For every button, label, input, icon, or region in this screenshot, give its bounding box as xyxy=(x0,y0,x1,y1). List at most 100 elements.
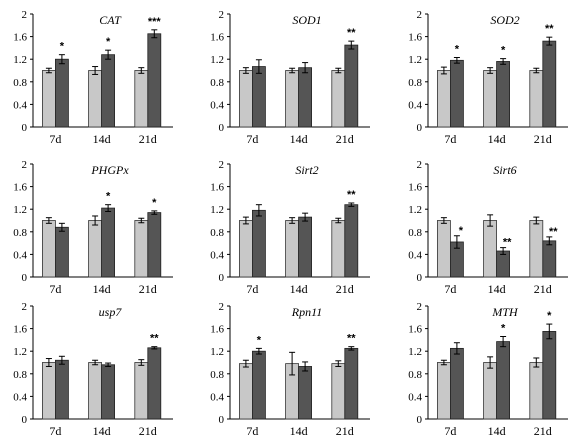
panel-mth-significance-14d: * xyxy=(501,323,506,335)
panel-sirt6-bar-treated-21d xyxy=(542,240,557,278)
panel-sirt2-bar-control-14d xyxy=(285,220,300,278)
panel-sirt2-y-tick-label: 0.8 xyxy=(210,227,224,239)
panel-cat-y-tick-label: 1.6 xyxy=(13,32,27,44)
panel-sod2-y-tick-label: 1.6 xyxy=(408,32,422,44)
panel-sod1-y-tick-label: 0.4 xyxy=(210,99,224,111)
panel-sod1-bar-treated-7d xyxy=(251,66,266,128)
panel-sod2-significance-21d: ** xyxy=(545,23,554,35)
panel-phgpx-significance-21d: * xyxy=(152,197,157,209)
panel-phgpx-bar-control-14d xyxy=(88,220,102,278)
panel-phgpx-y-tick-label: 1.2 xyxy=(13,204,27,216)
panel-rpn11-y-tick-label: 1.2 xyxy=(210,346,224,358)
panel-sirt2-bar-treated-14d xyxy=(298,216,313,278)
panel-sirt2-category-label: 14d xyxy=(290,282,308,296)
panel-sirt6-category-label: 21d xyxy=(534,282,552,296)
panel-sirt2-title: Sirt2 xyxy=(295,163,318,177)
panel-usp7-bar-treated-14d xyxy=(101,364,115,420)
panel-sirt2-category-label: 7d xyxy=(246,282,258,296)
panel-cat-category-label: 14d xyxy=(93,132,111,146)
panel-sod2-bar-treated-7d xyxy=(449,59,464,128)
panel-sod1-bar-control-14d xyxy=(285,70,300,128)
panel-sirt2-y-tick-label: 0 xyxy=(219,272,225,284)
panel-usp7-bar-control-14d xyxy=(88,362,102,420)
panel-mth-y-tick-label: 1.2 xyxy=(408,346,422,358)
panel-sirt6-bar-control-14d xyxy=(483,220,498,278)
panel-sirt2-bar-control-21d xyxy=(331,220,346,278)
panel-sirt6-significance-7d: * xyxy=(459,225,464,237)
panel-phgpx-bar-treated-21d xyxy=(147,212,162,278)
panel-mth-bar-treated-21d xyxy=(542,331,557,420)
panel-usp7-bar-treated-21d xyxy=(147,347,162,420)
panel-sirt6-category-label: 14d xyxy=(488,282,506,296)
panel-sod1-y-tick-label: 1.2 xyxy=(210,54,224,66)
panel-phgpx-title: PHGPx xyxy=(90,163,129,177)
panel-sod2-y-tick-label: 0 xyxy=(417,122,423,134)
panel-cat-y-tick-label: 1.2 xyxy=(13,54,27,66)
panel-sod1-bar-control-21d xyxy=(331,70,346,128)
panel-cat-bar-treated-7d xyxy=(55,58,69,128)
panel-rpn11-bar-treated-7d xyxy=(251,350,266,420)
panel-cat-bar-control-7d xyxy=(42,70,56,128)
panel-phgpx-y-tick-label: 2 xyxy=(22,159,28,171)
panel-sod2-bar-treated-14d xyxy=(496,61,511,128)
panel-sirt6-bar-treated-14d xyxy=(496,250,511,278)
panel-rpn11-y-tick-label: 0.8 xyxy=(210,369,224,381)
panel-sirt6-category-label: 7d xyxy=(444,282,456,296)
panel-usp7-category-label: 7d xyxy=(49,424,61,438)
panel-mth-y-tick-label: 0.8 xyxy=(408,369,422,381)
panel-sod2-significance-14d: * xyxy=(501,45,506,57)
panel-mth-bar-control-14d xyxy=(483,362,498,420)
panel-mth-significance-21d: * xyxy=(547,310,552,322)
panel-sod2-y-tick-label: 0.8 xyxy=(408,77,422,89)
panel-phgpx-category-label: 14d xyxy=(93,282,111,296)
panel-cat-category-label: 7d xyxy=(49,132,61,146)
panel-rpn11-bar-treated-21d xyxy=(344,347,359,420)
panel-rpn11-category-label: 7d xyxy=(246,424,258,438)
panel-sod2-bar-control-14d xyxy=(483,70,498,128)
panel-sirt2-y-tick-label: 1.6 xyxy=(210,182,224,194)
panel-sirt6-y-tick-label: 1.2 xyxy=(408,204,422,216)
panel-phgpx-category-label: 21d xyxy=(139,282,157,296)
panel-rpn11-significance-7d: * xyxy=(257,334,262,346)
panel-sod1-y-tick-label: 2 xyxy=(219,9,225,21)
panel-mth-bar-treated-7d xyxy=(449,347,464,420)
panel-phgpx-y-tick-label: 0.8 xyxy=(13,227,27,239)
panel-cat-y-tick-label: 2 xyxy=(22,9,28,21)
panel-cat-title: CAT xyxy=(99,13,122,27)
panel-mth-bar-control-21d xyxy=(529,362,544,420)
panel-phgpx-category-label: 7d xyxy=(49,282,61,296)
panel-mth-category-label: 14d xyxy=(488,424,506,438)
panel-sod2-category-label: 21d xyxy=(534,132,552,146)
panel-sod1-title: SOD1 xyxy=(292,13,321,27)
panel-cat-y-tick-label: 0.8 xyxy=(13,77,27,89)
panel-sirt6-significance-14d: ** xyxy=(503,237,512,249)
panel-sirt6-y-tick-label: 0 xyxy=(417,272,423,284)
panel-sirt6-bar-control-21d xyxy=(529,220,544,278)
panel-usp7-y-tick-label: 1.6 xyxy=(13,324,27,336)
panel-sirt6-title: Sirt6 xyxy=(493,163,516,177)
panel-cat-y-tick-label: 0.4 xyxy=(13,99,27,111)
panel-phgpx-bar-control-21d xyxy=(134,220,149,278)
panel-rpn11-category-label: 21d xyxy=(336,424,354,438)
panel-usp7-bar-treated-7d xyxy=(55,359,69,420)
panel-sod2-bar-control-21d xyxy=(529,70,544,128)
panel-sirt6-y-tick-label: 1.6 xyxy=(408,182,422,194)
panel-usp7-y-tick-label: 1.2 xyxy=(13,346,27,358)
panel-rpn11-y-tick-label: 0.4 xyxy=(210,391,224,403)
panel-rpn11-significance-21d: ** xyxy=(347,333,356,345)
panel-rpn11-y-tick-label: 2 xyxy=(219,301,225,313)
panel-sod1-bar-control-7d xyxy=(238,70,253,128)
panel-rpn11-title: Rpn11 xyxy=(291,305,322,319)
panel-mth-title: MTH xyxy=(491,305,519,319)
panel-usp7-title: usp7 xyxy=(99,305,123,319)
panel-usp7-y-tick-label: 0 xyxy=(22,414,28,426)
panel-sirt2-y-tick-label: 0.4 xyxy=(210,249,224,261)
panel-sirt6-y-tick-label: 0.8 xyxy=(408,227,422,239)
panel-phgpx-bar-control-7d xyxy=(42,220,56,278)
panel-usp7-category-label: 14d xyxy=(93,424,111,438)
panel-sirt2-category-label: 21d xyxy=(336,282,354,296)
panel-sirt2-bar-control-7d xyxy=(238,220,253,278)
panel-sirt2-significance-21d: ** xyxy=(347,189,356,201)
panel-usp7-y-tick-label: 2 xyxy=(22,301,28,313)
